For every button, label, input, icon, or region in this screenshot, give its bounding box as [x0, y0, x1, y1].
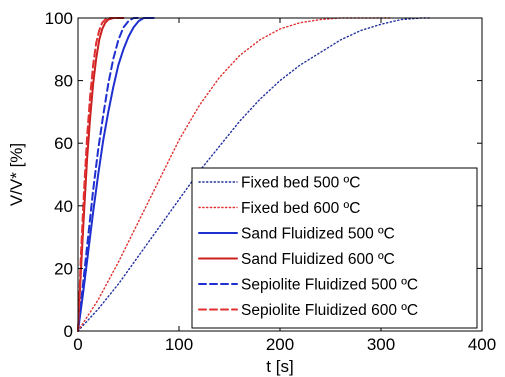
- ticks-layer: 0 100 200 300 400 0 20 40 60 80 100: [45, 9, 497, 354]
- x-tick-label: 0: [73, 335, 82, 354]
- y-tick-label: 20: [54, 259, 73, 278]
- y-tick-label: 60: [54, 134, 73, 153]
- legend-label-5: Sepiolite Fluidized 500 ºC: [241, 277, 418, 294]
- y-tick-label: 80: [54, 72, 73, 91]
- series-line-5: [77, 17, 140, 332]
- y-tick-label: 0: [64, 322, 73, 341]
- legend-label-3: Sand Fluidized 500 ºC: [241, 226, 395, 243]
- legend-label-1: Fixed bed 500 ºC: [241, 175, 360, 192]
- y-axis-label: V/V* [%]: [7, 143, 26, 206]
- legend-box: [191, 167, 478, 329]
- series-line-1: [77, 17, 433, 332]
- y-tick-label: 100: [45, 9, 73, 28]
- x-tick-label: 200: [266, 335, 294, 354]
- x-tick-label: 300: [367, 335, 395, 354]
- x-tick-label: 100: [165, 335, 193, 354]
- legend-label-4: Sand Fluidized 600 ºC: [241, 251, 395, 268]
- y-tick-label: 40: [54, 197, 73, 216]
- legend: Fixed bed 500 ºC Fixed bed 600 ºC Sand Flu…: [191, 167, 478, 329]
- legend-label-2: Fixed bed 600 ºC: [241, 200, 360, 217]
- x-axis-label: t [s]: [266, 357, 293, 376]
- series-line-6: [77, 17, 120, 332]
- x-tick-label: 400: [468, 335, 496, 354]
- legend-label-6: Sepiolite Fluidized 600 ºC: [241, 302, 418, 319]
- series-line-3: [77, 17, 155, 332]
